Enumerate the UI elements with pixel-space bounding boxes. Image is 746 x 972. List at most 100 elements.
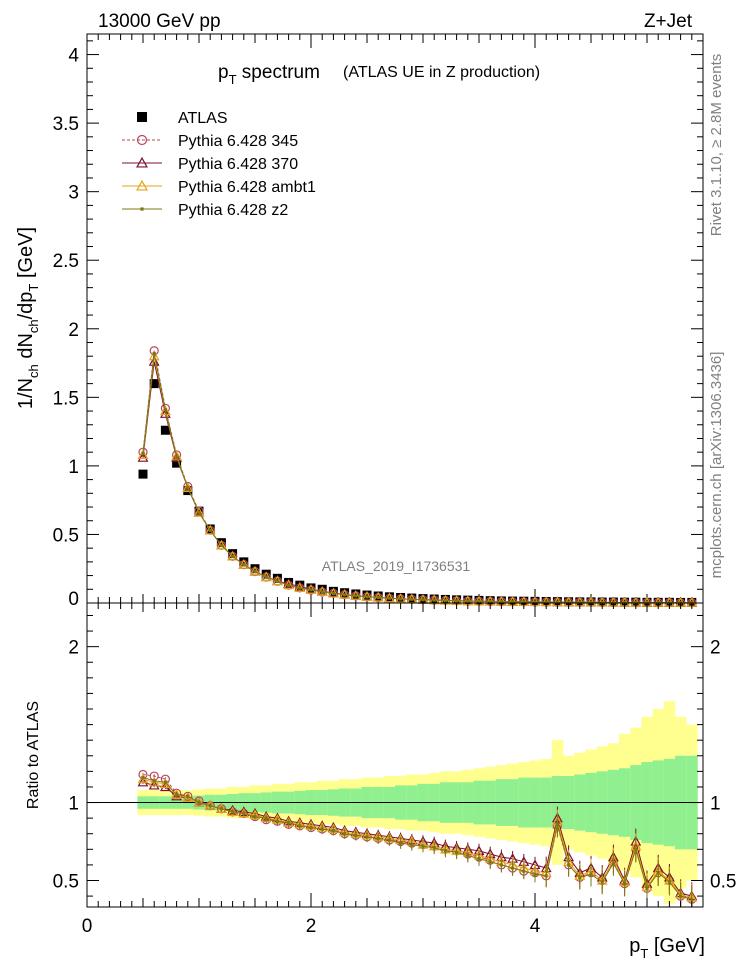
ratio-point bbox=[275, 819, 279, 823]
data-point bbox=[522, 600, 526, 604]
data-point bbox=[328, 586, 338, 596]
ratio-point bbox=[298, 824, 302, 828]
data-point bbox=[261, 569, 271, 579]
y-tick-label: 3.5 bbox=[53, 114, 79, 135]
ratio-point bbox=[477, 857, 481, 861]
data-point bbox=[365, 595, 369, 599]
ratio-point bbox=[578, 875, 582, 879]
data-point bbox=[399, 597, 403, 601]
legend-entry: Pythia 6.428 345 bbox=[122, 133, 298, 150]
legend-label: Pythia 6.428 345 bbox=[178, 133, 298, 150]
data-point bbox=[555, 600, 559, 604]
data-point bbox=[204, 524, 216, 535]
data-point bbox=[186, 486, 190, 490]
data-point bbox=[294, 580, 306, 591]
ratio-point bbox=[354, 833, 358, 837]
ratio-line bbox=[142, 777, 692, 900]
data-point bbox=[600, 600, 604, 605]
y-tick-label: 0 bbox=[68, 589, 79, 610]
ratio-point bbox=[623, 882, 627, 886]
data-point bbox=[148, 350, 160, 361]
ratio-point bbox=[376, 836, 380, 841]
ratio-point bbox=[242, 811, 246, 816]
data-point bbox=[421, 598, 425, 602]
ratio-series-pythia-6-428-z2 bbox=[141, 776, 694, 907]
data-point bbox=[275, 579, 279, 583]
legend-label: Pythia 6.428 370 bbox=[178, 156, 298, 173]
data-point bbox=[193, 506, 205, 517]
data-point bbox=[283, 578, 295, 588]
data-point bbox=[443, 598, 447, 603]
data-point bbox=[231, 554, 235, 558]
ratio-point bbox=[667, 880, 671, 884]
data-point bbox=[171, 450, 183, 461]
data-point bbox=[239, 557, 249, 567]
ratio-point bbox=[499, 863, 503, 867]
data-point bbox=[250, 564, 260, 574]
ratio-point bbox=[432, 846, 436, 850]
ratio-point bbox=[645, 886, 649, 890]
data-point bbox=[171, 452, 183, 462]
data-point bbox=[219, 543, 223, 548]
ratio-point bbox=[511, 866, 515, 870]
ratio-point bbox=[611, 861, 615, 865]
svg-text:1/Nch dNch/dpT [GeV]: 1/Nch dNch/dpT [GeV] bbox=[15, 227, 41, 409]
data-point bbox=[477, 599, 481, 603]
data-point bbox=[544, 600, 548, 604]
ratio-point bbox=[421, 844, 425, 848]
data-point bbox=[197, 510, 201, 515]
ratio-point bbox=[163, 780, 167, 784]
data-point bbox=[249, 565, 261, 576]
x-tick-label: 2 bbox=[306, 916, 317, 937]
ratio-point bbox=[175, 793, 179, 797]
ratio-point bbox=[264, 816, 268, 820]
ratio-point bbox=[567, 863, 571, 867]
data-point bbox=[362, 590, 372, 600]
data-point bbox=[578, 600, 582, 604]
ratio-point bbox=[555, 822, 559, 826]
y-axis-label-top: 1/Nch dNch/dpT [GeV] bbox=[15, 227, 41, 409]
data-point bbox=[499, 600, 503, 604]
ratio-point bbox=[443, 849, 447, 853]
ratio-point bbox=[589, 872, 593, 876]
ratio-point bbox=[690, 897, 694, 901]
legend-entry: Pythia 6.428 370 bbox=[122, 156, 298, 173]
ratio-point bbox=[522, 869, 526, 873]
data-point bbox=[163, 408, 167, 412]
data-point bbox=[175, 454, 179, 458]
data-point bbox=[160, 425, 170, 435]
ratio-point bbox=[197, 800, 201, 805]
legend-marker bbox=[136, 134, 148, 146]
ratio-point bbox=[343, 832, 347, 836]
data-point bbox=[376, 595, 380, 600]
ratio-point bbox=[634, 847, 638, 851]
ratio-point bbox=[253, 814, 257, 819]
data-point bbox=[159, 408, 171, 418]
ratio-point bbox=[331, 829, 335, 833]
data-point bbox=[148, 356, 160, 366]
legend-entry: ATLAS bbox=[137, 110, 228, 127]
svg-text:pT spectrum: pT spectrum bbox=[218, 62, 320, 87]
data-point bbox=[238, 558, 250, 569]
data-point bbox=[455, 599, 459, 603]
ratio-point bbox=[455, 850, 459, 855]
y-tick-label: 1 bbox=[68, 457, 79, 478]
ratio-point bbox=[466, 853, 470, 858]
ratio-y-tick-label: 1 bbox=[68, 794, 79, 815]
header-right: Z+Jet bbox=[644, 11, 693, 32]
ratio-point bbox=[186, 794, 190, 798]
data-point bbox=[589, 600, 593, 604]
data-point bbox=[567, 600, 571, 604]
ratio-point bbox=[600, 880, 604, 884]
series-line bbox=[142, 353, 692, 604]
ratio-point bbox=[488, 860, 492, 864]
data-point bbox=[253, 569, 257, 574]
data-point bbox=[309, 588, 313, 592]
ratio-point bbox=[656, 871, 660, 875]
legend: ATLAS Pythia 6.428 345 Pythia 6.428 370 Pyt… bbox=[122, 110, 316, 219]
ratio-panel-axes: 0.5 0.5 1 1 2 2 0 2 4 bbox=[53, 602, 736, 937]
x-axis-label: pT [GeV] bbox=[629, 935, 705, 961]
legend-entry: Pythia 6.428 z2 bbox=[122, 202, 288, 219]
data-point bbox=[432, 598, 436, 602]
